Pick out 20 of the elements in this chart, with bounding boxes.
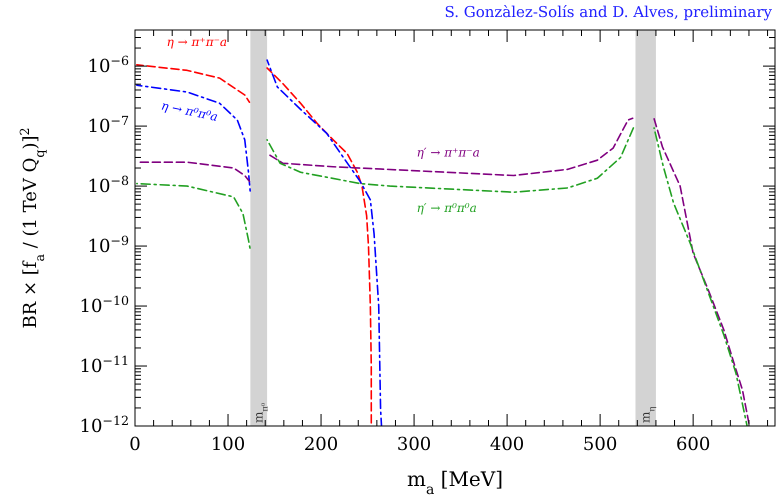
- x-tick-label: 300: [396, 434, 432, 455]
- series-label: η → π⁺π⁻a: [166, 34, 228, 49]
- x-tick-label: 100: [210, 434, 246, 455]
- text: η → π⁰π⁰a: [160, 98, 220, 124]
- series-label: η′ → π⁰π⁰a: [416, 201, 477, 216]
- series-label: η′ → π⁺π⁻a: [416, 146, 480, 160]
- y-tick-label: 10$^{−7}$: [88, 112, 129, 138]
- x-tick-label: 200: [304, 434, 338, 455]
- y-tick-label: 10$^{−10}$: [80, 292, 129, 318]
- x-axis-title: m$_{a}$ [MeV]: [406, 467, 504, 496]
- x-tick-label: 500: [582, 434, 618, 455]
- chart-title: S. Gonzàlez-Solís and D. Alves, preliminary: [444, 3, 773, 21]
- y-tick-label: 10$^{−8}$: [88, 172, 129, 198]
- x-tick-label: 400: [490, 434, 524, 455]
- y-tick-label: 10$^{−12}$: [80, 412, 129, 437]
- y-tick-label: 10$^{−11}$: [80, 352, 129, 378]
- x-tick-label: 0: [129, 434, 141, 455]
- y-tick-label: 10$^{−9}$: [88, 232, 129, 258]
- y-tick-label: 10$^{−6}$: [88, 52, 129, 78]
- x-tick-label: 600: [676, 434, 710, 455]
